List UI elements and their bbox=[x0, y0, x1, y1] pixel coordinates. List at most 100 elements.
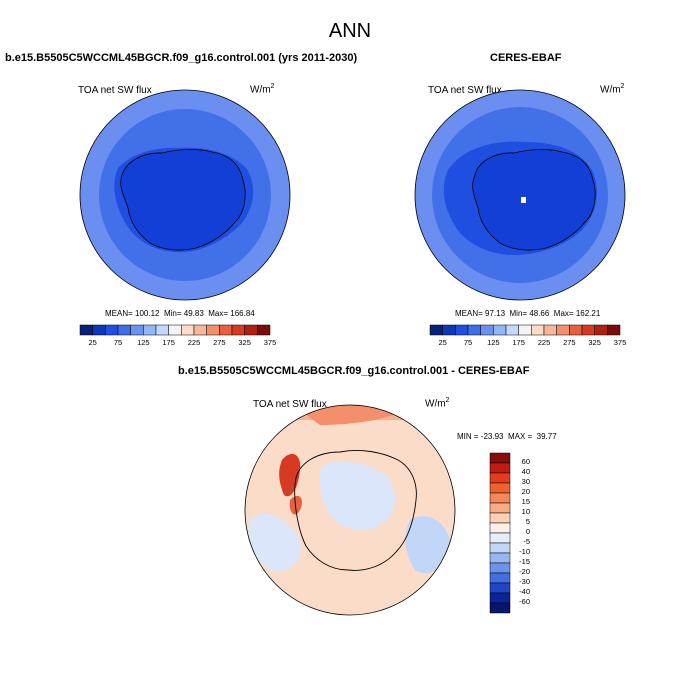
diff-colorbar-tick-label: 0 bbox=[525, 527, 530, 536]
obs-map-outer-band bbox=[415, 90, 625, 300]
obs-colorbar-swatch bbox=[429, 324, 443, 336]
obs-colorbar-swatch bbox=[556, 324, 570, 336]
model-map-inner-band bbox=[114, 147, 254, 253]
diff-colorbar-tick-label: -20 bbox=[519, 567, 530, 576]
obs-map-boundary bbox=[414, 89, 626, 301]
obs-antarctica-coastline bbox=[472, 149, 596, 251]
obs-colorbar-tick-label: 225 bbox=[537, 338, 551, 347]
model-variable-label: TOA net SW flux bbox=[78, 85, 152, 96]
diff-units-label: W/m2 bbox=[425, 397, 450, 410]
diff-colorbar-tick-label: -5 bbox=[523, 537, 530, 546]
model-colorbar-tick-label: 75 bbox=[113, 338, 123, 347]
model-map-outer-band bbox=[80, 90, 290, 300]
model-colorbar-swatch bbox=[193, 324, 207, 336]
obs-colorbar-swatch bbox=[467, 324, 481, 336]
diff-map-negative-west bbox=[248, 513, 301, 571]
model-map-mid-band bbox=[99, 109, 271, 281]
obs-colorbar-swatch bbox=[442, 324, 456, 336]
model-colorbar-swatch bbox=[92, 324, 106, 336]
model-colorbar-tick-label: 225 bbox=[187, 338, 201, 347]
diff-colorbar-tick-label: 20 bbox=[521, 487, 530, 496]
model-colorbar-swatch bbox=[244, 324, 258, 336]
diff-colorbar-tick-label: 10 bbox=[521, 507, 530, 516]
diff-colorbar-tick-label: -10 bbox=[519, 547, 530, 556]
obs-colorbar-swatch bbox=[480, 324, 494, 336]
obs-colorbar-swatch bbox=[455, 324, 469, 336]
obs-colorbar-tick-label: 325 bbox=[588, 338, 601, 347]
obs-map-mid-band bbox=[432, 107, 608, 283]
diff-map-max-region bbox=[279, 453, 301, 497]
model-colorbar-swatch bbox=[117, 324, 131, 336]
model-colorbar-swatch bbox=[206, 324, 220, 336]
diff-variable-label: TOA net SW flux bbox=[253, 399, 327, 410]
obs-colorbar-tick-label: 75 bbox=[463, 338, 473, 347]
obs-variable-label: TOA net SW flux bbox=[428, 85, 502, 96]
diff-map-interior-negative bbox=[319, 461, 396, 531]
model-colorbar-swatch bbox=[231, 324, 245, 336]
diff-colorbar-tick-label: 15 bbox=[521, 497, 530, 506]
model-colorbar-tick-label: 275 bbox=[213, 338, 226, 347]
model-colorbar-tick-label: 375 bbox=[263, 338, 277, 347]
figure-title: ANN bbox=[328, 20, 372, 42]
diff-colorbar-tick-label: -60 bbox=[519, 597, 530, 606]
diff-map-boundary bbox=[244, 404, 456, 616]
diff-antarctica-coastline bbox=[294, 449, 417, 571]
obs-colorbar-tick-label: 375 bbox=[613, 338, 627, 347]
diff-colorbar-tick-label: -40 bbox=[519, 587, 530, 596]
obs-colorbar-tick-label: 175 bbox=[512, 338, 525, 347]
obs-colorbar-tick-label: 125 bbox=[487, 338, 500, 347]
obs-missing-data-cell bbox=[521, 197, 526, 203]
model-colorbar-swatch bbox=[155, 324, 169, 336]
obs-colorbar-swatch bbox=[607, 324, 621, 336]
obs-colorbar-tick-label: 25 bbox=[438, 338, 447, 347]
model-colorbar-swatch bbox=[105, 324, 119, 336]
model-colorbar-swatch bbox=[181, 324, 195, 336]
diff-colorbar-tick-label: 5 bbox=[525, 517, 530, 526]
obs-colorbar-swatch bbox=[543, 324, 557, 336]
obs-colorbar-swatch bbox=[505, 324, 519, 336]
diff-colorbar-tick-label: -15 bbox=[519, 557, 530, 566]
model-colorbar-swatch bbox=[143, 324, 157, 336]
obs-colorbar-tick-label: 275 bbox=[563, 338, 576, 347]
diff-map-max-region-2 bbox=[289, 495, 302, 515]
model-antarctica-coastline bbox=[120, 149, 246, 251]
obs-stats: MEAN= 97.13 Min= 48.66 Max= 162.21 bbox=[455, 309, 601, 318]
model-units-label: W/m2 bbox=[250, 83, 275, 96]
diff-map-positive-north bbox=[245, 405, 455, 470]
diff-colorbar-tick-label: 60 bbox=[521, 457, 530, 466]
model-panel-title: b.e15.B5505C5WCCML45BGCR.f09_g16.control… bbox=[5, 52, 358, 64]
obs-colorbar-swatch bbox=[581, 324, 595, 336]
obs-colorbar-swatch bbox=[493, 324, 507, 336]
obs-colorbar-swatch bbox=[594, 324, 608, 336]
diff-stats: MIN = -23.93 MAX = 39.77 bbox=[457, 432, 557, 441]
diff-colorbar-tick-label: -30 bbox=[519, 577, 530, 586]
obs-colorbar-swatch bbox=[569, 324, 583, 336]
diff-map-background bbox=[245, 405, 455, 615]
model-colorbar-swatch bbox=[130, 324, 144, 336]
model-stats: MEAN= 100.12 Min= 49.83 Max= 166.84 bbox=[105, 309, 255, 318]
obs-units-label: W/m2 bbox=[600, 83, 625, 96]
model-colorbar-tick-label: 325 bbox=[238, 338, 251, 347]
diff-colorbar-tick-label: 40 bbox=[521, 467, 530, 476]
model-colorbar-swatch bbox=[168, 324, 182, 336]
model-map-boundary bbox=[79, 89, 291, 301]
model-colorbar-swatch bbox=[257, 324, 271, 336]
model-colorbar-swatch bbox=[219, 324, 233, 336]
model-colorbar-tick-label: 25 bbox=[88, 338, 97, 347]
model-colorbar-swatch bbox=[79, 324, 93, 336]
diff-map-negative-east bbox=[405, 516, 451, 574]
diff-panel-title: b.e15.B5505C5WCCML45BGCR.f09_g16.control… bbox=[178, 365, 530, 377]
obs-colorbar-swatch bbox=[531, 324, 545, 336]
model-colorbar-tick-label: 175 bbox=[162, 338, 175, 347]
obs-map-inner-band bbox=[443, 141, 597, 256]
model-colorbar-tick-label: 125 bbox=[137, 338, 150, 347]
obs-panel-title: CERES-EBAF bbox=[490, 52, 562, 64]
obs-colorbar-swatch bbox=[518, 324, 532, 336]
diff-colorbar-tick-label: 30 bbox=[521, 477, 530, 486]
